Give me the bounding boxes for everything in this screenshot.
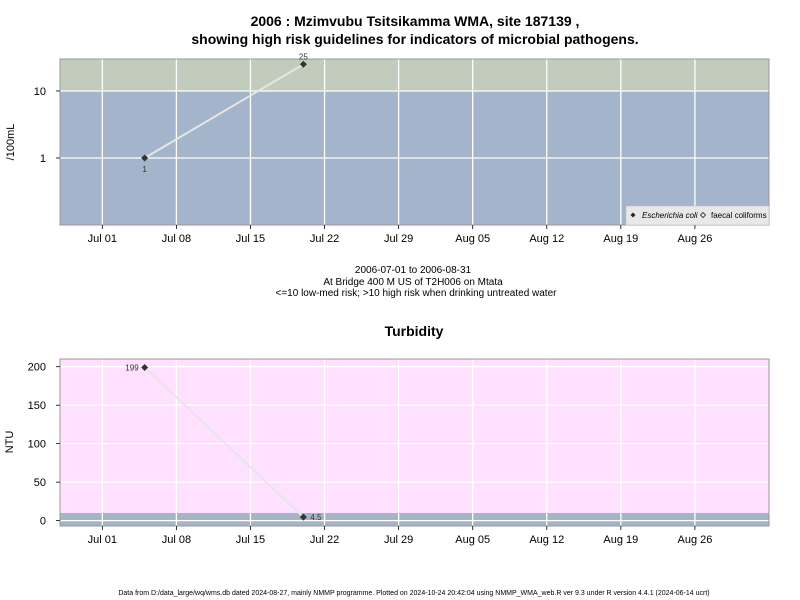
- bot-ytick-label-0: 0: [40, 516, 46, 528]
- legend-label-faecal: faecal coliforms: [711, 211, 767, 220]
- bot-xtick-label-8: Aug 26: [677, 534, 712, 546]
- top-data-label-0: 1: [142, 165, 147, 174]
- bot-ytick-label-3: 150: [28, 400, 46, 412]
- top-data-point-1: [299, 60, 307, 68]
- top-xtick-label-8: Aug 26: [677, 233, 712, 245]
- ecoli-panel: 1 25 1 10 Jul 01 Jul 08 Jul 15 Jul 22 Jul 29 Au…: [5, 52, 770, 245]
- turbidity-low-band: [60, 513, 769, 526]
- bot-xtick-label-7: Aug 19: [603, 534, 638, 546]
- footer-note: Data from D:/data_large/wq/wms.db dated …: [118, 590, 709, 597]
- top-xtick-label-7: Aug 19: [603, 233, 638, 245]
- chart-title-line2: showing high risk guidelines for indicat…: [191, 31, 638, 47]
- bot-ytick-label-2: 100: [28, 439, 46, 451]
- top-xtick-label-4: Jul 29: [384, 233, 413, 245]
- top-xtick-label-5: Aug 05: [455, 233, 490, 245]
- bot-xtick-label-3: Jul 22: [310, 534, 339, 546]
- chart-title-line1: 2006 : Mzimvubu Tsitsikamma WMA, site 18…: [251, 13, 580, 29]
- date-range-subtitle: 2006-07-01 to 2006-08-31: [355, 265, 472, 276]
- bot-xtick-label-5: Aug 05: [455, 534, 490, 546]
- top-ytick-label-1: 10: [34, 86, 46, 98]
- ecoli-plot-border: [59, 58, 770, 226]
- top-data-point-0: [141, 154, 149, 162]
- legend-box: [625, 205, 770, 226]
- bot-data-label-0: 199: [125, 363, 139, 372]
- bot-series-line-0: [143, 366, 305, 518]
- bot-xtick-label-0: Jul 01: [88, 534, 117, 546]
- ecoli-y-axis-label: /100mL: [5, 124, 17, 161]
- top-data-label-1: 25: [299, 52, 308, 61]
- legend: Escherichia coli faecal coliforms: [625, 205, 770, 226]
- turbidity-plot-border: [59, 358, 770, 527]
- turbidity-title: Turbidity: [385, 323, 444, 339]
- top-ytick-label-0: 1: [40, 153, 46, 165]
- legend-marker-ecoli: [630, 212, 636, 218]
- turbidity-background: [60, 359, 769, 526]
- high-risk-band: [60, 59, 769, 91]
- bot-data-point-0: [141, 363, 149, 371]
- top-xtick-label-1: Jul 08: [162, 233, 191, 245]
- risk-guideline-subtitle: <=10 low-med risk; >10 high risk when dr…: [276, 288, 558, 299]
- top-xtick-label-3: Jul 22: [310, 233, 339, 245]
- turbidity-y-axis-label: NTU: [4, 431, 16, 454]
- bot-ytick-label-4: 200: [28, 362, 46, 374]
- legend-label-ecoli: Escherichia coli: [642, 211, 698, 220]
- bot-data-label-1: 4.5: [310, 513, 322, 522]
- bot-xtick-label-4: Jul 29: [384, 534, 413, 546]
- site-subtitle: At Bridge 400 M US of T2H006 on Mtata: [323, 277, 503, 288]
- bot-xtick-label-1: Jul 08: [162, 534, 191, 546]
- top-xtick-label-6: Aug 12: [529, 233, 564, 245]
- top-series-line-0: [144, 63, 304, 159]
- top-xtick-label-2: Jul 15: [236, 233, 265, 245]
- top-xtick-label-0: Jul 01: [88, 233, 117, 245]
- legend-marker-faecal: [699, 211, 707, 219]
- bot-data-point-1: [299, 513, 307, 521]
- bot-xtick-label-6: Aug 12: [529, 534, 564, 546]
- turbidity-panel: 199 4.5 0 50 100 150 200 Jul 01 Jul 08 Jul 15 Ju…: [4, 358, 770, 546]
- bot-ytick-label-1: 50: [34, 477, 46, 489]
- bot-xtick-label-2: Jul 15: [236, 534, 265, 546]
